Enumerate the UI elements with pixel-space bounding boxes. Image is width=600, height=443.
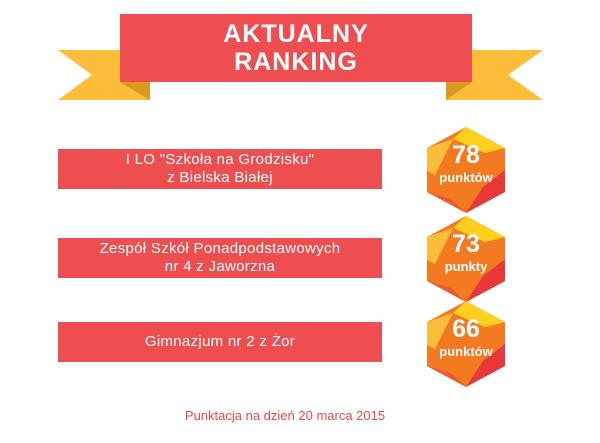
- score-value: 73: [452, 230, 480, 258]
- banner-title: AKTUALNY RANKING: [120, 14, 472, 82]
- banner-title-line2: RANKING: [234, 48, 358, 76]
- ranking-row-2: Zespół Szkół Ponadpodstawowych nr 4 z Ja…: [58, 238, 382, 278]
- school-name-line2: z Bielska Białej: [167, 169, 273, 186]
- score-unit: punktów: [439, 344, 493, 359]
- banner-title-line1: AKTUALNY: [223, 20, 369, 48]
- ribbon-graphic: [58, 14, 543, 100]
- score-badge-1: 78 punktów: [423, 125, 509, 215]
- school-name-line1: Gimnazjum nr 2 z Żor: [144, 333, 296, 350]
- score-value: 78: [452, 141, 480, 169]
- score-unit: punktów: [439, 170, 493, 185]
- ranking-banner: AKTUALNY RANKING: [0, 0, 600, 110]
- hexagon-icon: [427, 127, 505, 213]
- school-name-line2: nr 4 z Jaworzna: [164, 258, 276, 275]
- ribbon-fold-right: [446, 82, 472, 100]
- ranking-row-1: I LO "Szkoła na Grodzisku" z Bielska Bia…: [58, 149, 382, 189]
- school-name-line1: I LO "Szkoła na Grodzisku": [125, 151, 315, 168]
- footer-note: Punktacja na dzień 20 marca 2015: [184, 408, 386, 423]
- ranking-row-3: Gimnazjum nr 2 z Żor: [58, 322, 382, 362]
- ribbon-fold-left: [120, 82, 150, 100]
- hexagon-icon: [427, 216, 505, 302]
- score-badge-3: 66 punktów: [423, 299, 509, 389]
- hexagon-icon: [427, 301, 505, 387]
- score-value: 66: [452, 315, 480, 343]
- score-badge-2: 73 punkty: [423, 214, 509, 304]
- school-name-line1: Zespół Szkół Ponadpodstawowych: [99, 240, 341, 257]
- score-unit: punkty: [444, 259, 488, 274]
- banner-main: [120, 14, 472, 82]
